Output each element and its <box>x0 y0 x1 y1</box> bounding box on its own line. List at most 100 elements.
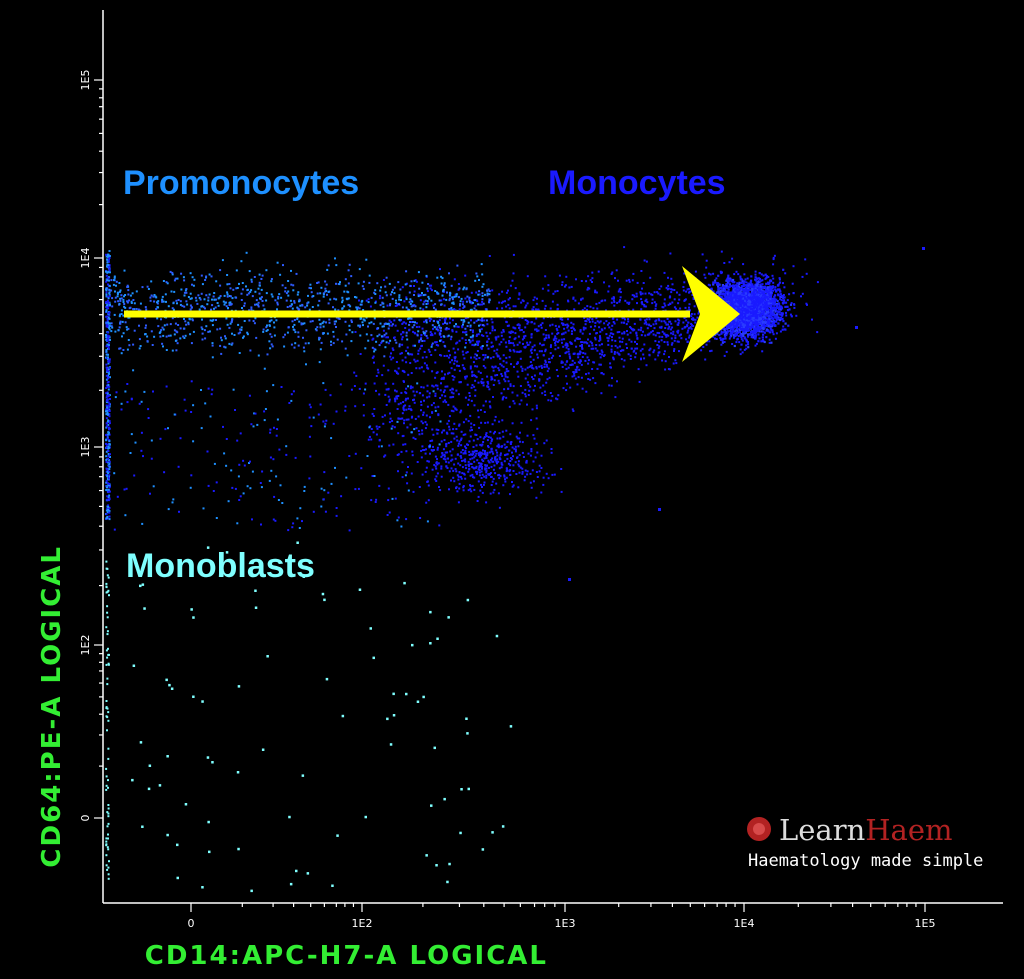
event-dot <box>500 364 503 367</box>
event-dot <box>573 361 576 364</box>
event-dot <box>582 328 585 331</box>
event-dot <box>769 308 772 311</box>
event-dot <box>591 320 594 323</box>
event-dot <box>639 293 642 296</box>
event-dot <box>625 323 628 326</box>
event-dot <box>734 333 737 335</box>
event-dot <box>467 403 469 406</box>
event-dot <box>444 458 447 461</box>
event-dot <box>401 461 404 464</box>
event-dot <box>754 337 757 340</box>
event-dot <box>770 325 773 328</box>
event-dot <box>388 421 391 424</box>
event-dot <box>743 330 746 333</box>
event-dot <box>733 298 736 301</box>
event-dot <box>500 373 503 375</box>
event-dot <box>671 283 674 286</box>
event-dot <box>407 397 409 400</box>
event-dot <box>493 349 496 352</box>
event-dot <box>660 320 663 323</box>
event-dot <box>563 338 566 341</box>
event-dot <box>404 399 407 402</box>
event-dot <box>586 288 589 291</box>
event-dot <box>754 334 757 337</box>
event-dot <box>426 390 429 393</box>
event-dot <box>600 372 603 374</box>
event-dot <box>371 356 374 359</box>
event-dot <box>408 329 411 332</box>
event-dot <box>751 290 754 293</box>
event-dot <box>450 367 453 370</box>
event-dot <box>475 444 478 447</box>
event-dot <box>496 454 499 457</box>
event-dot <box>644 334 647 337</box>
event-dot <box>747 303 750 306</box>
event-dot <box>572 327 575 330</box>
event-dot <box>578 361 581 364</box>
event-dot <box>472 329 474 332</box>
event-dot <box>565 275 568 278</box>
event-dot <box>474 365 477 368</box>
event-dot <box>474 353 477 356</box>
event-dot <box>565 351 568 354</box>
event-dot <box>723 341 726 343</box>
event-dot <box>801 292 804 295</box>
event-dot <box>760 314 763 317</box>
event-dot <box>765 336 768 339</box>
event-dot <box>498 382 501 385</box>
event-dot <box>622 316 625 319</box>
event-dot <box>740 302 743 306</box>
event-dot <box>772 312 775 315</box>
event-dot <box>500 334 503 337</box>
event-dot <box>611 339 614 342</box>
event-dot <box>759 330 762 333</box>
event-dot <box>530 336 533 339</box>
event-dot <box>755 304 758 307</box>
event-dot <box>375 425 378 428</box>
event-dot <box>759 280 762 283</box>
event-dot <box>453 359 456 362</box>
event-dot <box>588 318 590 321</box>
event-dot <box>706 340 709 343</box>
event-dot <box>586 356 589 359</box>
event-dot <box>390 358 393 361</box>
event-dot <box>524 319 527 321</box>
event-dot <box>654 358 657 361</box>
event-dot <box>458 365 460 367</box>
event-dot <box>496 374 499 376</box>
event-dot <box>767 302 770 305</box>
event-dot <box>635 331 638 334</box>
event-dot <box>461 364 464 367</box>
event-dot <box>739 276 742 279</box>
event-dot <box>744 289 746 291</box>
event-dot <box>415 280 418 283</box>
event-dot <box>761 320 764 323</box>
event-dot <box>493 464 496 467</box>
event-dot <box>758 272 761 275</box>
event-dot <box>726 291 729 294</box>
event-dot <box>641 287 643 290</box>
event-dot <box>729 298 732 301</box>
event-dot <box>657 347 660 350</box>
event-dot <box>767 329 770 332</box>
event-dot <box>468 298 471 301</box>
event-dot <box>569 357 572 360</box>
event-dot <box>760 324 763 327</box>
event-dot <box>427 484 430 487</box>
event-dot <box>733 307 736 310</box>
event-dot <box>547 477 550 480</box>
event-dot <box>769 299 772 302</box>
event-dot <box>752 322 754 325</box>
event-dot <box>413 285 415 287</box>
event-dot <box>713 279 717 282</box>
event-dot <box>743 308 746 311</box>
event-dot <box>772 263 775 266</box>
event-dot <box>623 359 626 362</box>
event-dot <box>554 340 557 343</box>
event-dot <box>443 290 446 293</box>
event-dot <box>471 450 474 453</box>
event-dot <box>532 389 535 392</box>
event-dot <box>676 291 678 294</box>
event-dot <box>457 288 460 291</box>
event-dot <box>772 258 775 261</box>
